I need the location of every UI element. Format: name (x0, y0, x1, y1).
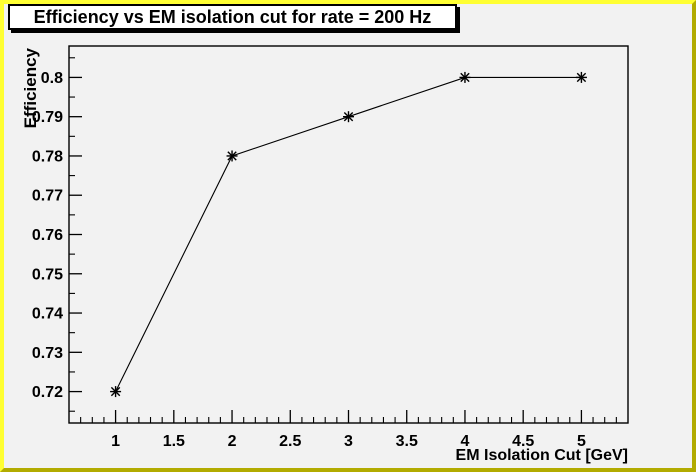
y-axis-title: Efficiency (21, 47, 40, 128)
y-tick-label: 0.74 (32, 306, 63, 323)
y-tick-label: 0.77 (32, 188, 63, 205)
plot-title-box: Efficiency vs EM isolation cut for rate … (8, 4, 457, 30)
y-tick-label: 0.75 (32, 266, 63, 283)
y-tick-label: 0.78 (32, 148, 63, 165)
x-tick-label: 1.5 (163, 433, 185, 450)
y-tick-label: 0.79 (32, 109, 63, 126)
x-tick-label: 5 (577, 433, 586, 450)
y-tick-label: 0.73 (32, 345, 63, 362)
marker-stroke (227, 151, 237, 161)
marker-stroke (576, 72, 587, 83)
data-point-marker (226, 150, 238, 162)
marker-stroke (110, 386, 121, 397)
data-point-marker (343, 111, 354, 123)
x-tick-label: 4 (461, 433, 470, 450)
x-tick-label: 3 (344, 433, 353, 450)
data-point-marker (459, 71, 471, 83)
plot-frame (68, 45, 629, 424)
y-tick-label: 0.76 (32, 227, 63, 244)
x-tick-label: 1 (111, 433, 120, 450)
x-tick-label: 3.5 (396, 433, 418, 450)
plot-area: 1 1.5 2 2.5 3 3.5 4 4.5 5 0.72 0.73 0.74 0.75 0.76 0.7… (21, 45, 629, 464)
data-point-marker (110, 386, 122, 398)
x-tick-label: 2.5 (279, 433, 301, 450)
marker-stroke (460, 72, 470, 83)
marker-stroke (343, 111, 354, 122)
x-axis-title: EM Isolation Cut [GeV] (456, 447, 628, 464)
y-tick-label: 0.8 (41, 70, 63, 87)
data-line (115, 76, 582, 392)
y-tick-label: 0.72 (32, 384, 63, 401)
x-tick-label: 4.5 (512, 433, 534, 450)
data-point-marker (575, 71, 587, 83)
x-tick-label: 2 (228, 433, 237, 450)
plot-title: Efficiency vs EM isolation cut for rate … (33, 6, 432, 27)
